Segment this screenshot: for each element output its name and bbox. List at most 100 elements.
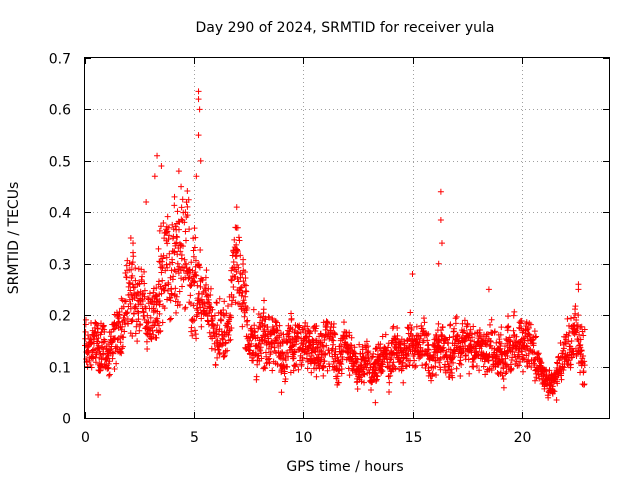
data-point [129,317,136,324]
data-point [299,345,306,352]
data-point [447,321,454,328]
data-point [581,381,588,388]
data-point [148,336,155,343]
data-point [284,363,291,370]
data-point [264,323,271,330]
data-point [190,253,197,260]
data-point [194,282,201,289]
data-point [330,320,337,327]
data-point [573,323,580,330]
data-point [384,350,391,357]
data-point [85,332,92,339]
data-point [107,346,114,353]
data-point [532,334,539,341]
data-point [379,368,386,375]
data-point [242,288,249,295]
data-point [269,316,276,323]
chart-title: Day 290 of 2024, SRMTID for receiver yul… [195,20,494,36]
data-point [138,266,145,273]
data-point [505,313,512,320]
data-point [324,319,331,326]
data-point [96,348,103,355]
data-point [313,365,320,372]
data-point [497,331,504,338]
data-point [338,361,345,368]
data-point [503,368,510,375]
data-point [118,350,125,357]
data-point [291,348,298,355]
data-point [515,362,522,369]
data-point [342,329,349,336]
data-point [230,294,237,301]
plot-frame [84,57,610,419]
data-point [318,347,325,354]
data-point [195,132,202,139]
data-point [103,345,110,352]
data-point [160,220,167,227]
data-point [369,378,376,385]
data-point [227,336,234,343]
data-point [90,346,97,353]
data-point [125,320,132,327]
data-point [330,324,337,331]
y-tick-labels: 0 0.1 0.2 0.3 0.4 0.5 0.6 0.7 [49,52,71,428]
data-point [242,269,249,276]
data-point [572,303,579,310]
data-point [110,350,117,357]
data-point [331,358,338,365]
data-point [137,321,144,328]
data-point [313,323,320,330]
data-point [450,359,457,366]
data-point [506,337,513,344]
data-point [573,316,580,323]
data-point [376,344,383,351]
data-point [318,354,325,361]
data-point [576,331,583,338]
data-point [440,344,447,351]
data-point [209,335,216,342]
data-point [132,277,139,284]
data-point [95,345,102,352]
data-point [114,336,121,343]
data-point [195,88,202,95]
data-point [535,350,542,357]
data-point [426,369,433,376]
data-point [109,349,116,356]
data-point [246,337,253,344]
data-point [467,337,474,344]
data-point [356,341,363,348]
data-point [291,348,298,355]
data-point [485,286,492,293]
data-point [128,266,135,273]
data-point [304,365,311,372]
data-point [568,345,575,352]
data-point [169,259,176,266]
data-point [295,330,302,337]
data-point [394,332,401,339]
data-point [214,354,221,361]
data-point [141,287,148,294]
y-tick-label: 0.7 [49,52,71,68]
data-point [216,331,223,338]
data-point [339,356,346,363]
data-point [557,339,564,346]
data-point [406,344,413,351]
data-point [100,346,107,353]
data-point [242,274,249,281]
data-point [273,319,280,326]
data-point [89,347,96,354]
data-point [313,373,320,380]
data-point [400,355,407,362]
data-point [241,313,248,320]
data-point [452,315,459,322]
data-point [122,298,129,305]
data-point [279,340,286,347]
data-point [220,311,227,318]
data-point [457,373,464,380]
data-point [190,302,197,309]
x-tick-label: 20 [514,430,532,446]
data-point [261,364,268,371]
data-point [95,391,102,398]
data-point [564,315,571,322]
data-point [432,363,439,370]
